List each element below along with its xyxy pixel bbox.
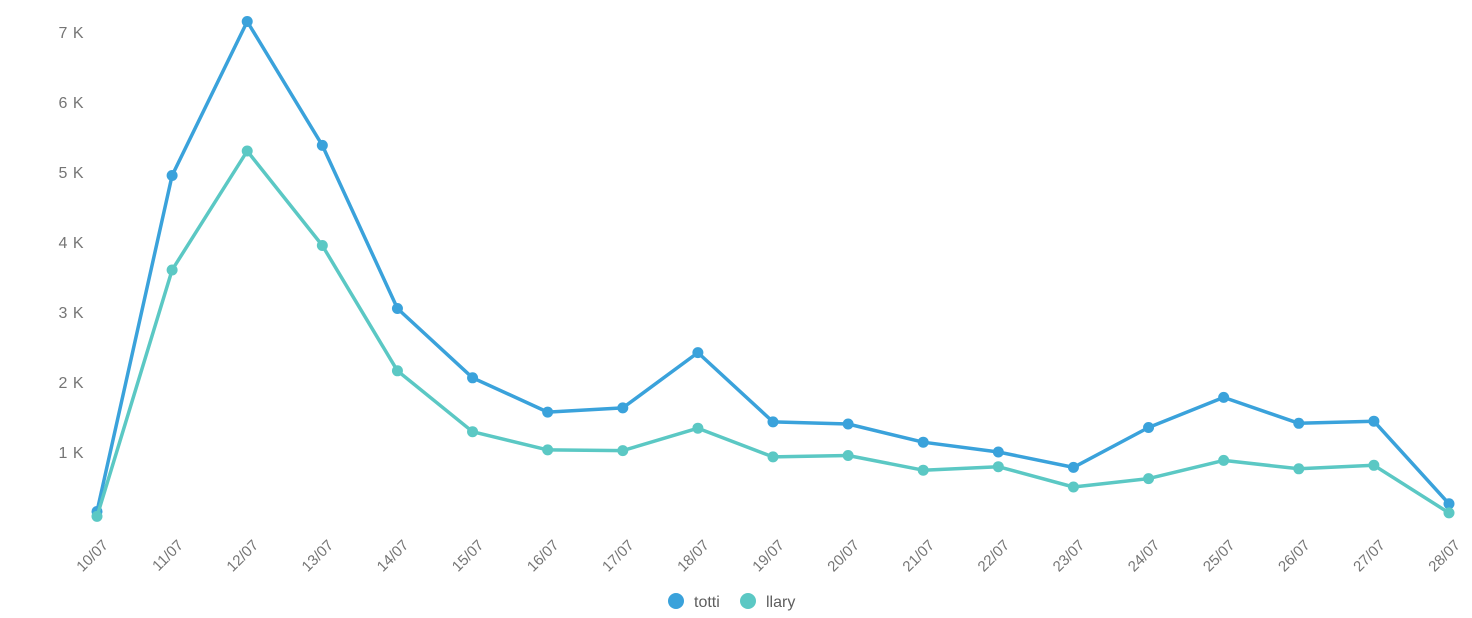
x-tick-label: 24/07 — [1125, 537, 1164, 576]
data-point-llary[interactable] — [1368, 459, 1380, 471]
data-point-llary[interactable] — [617, 445, 629, 457]
y-tick-label: 3 K — [58, 305, 84, 322]
data-point-llary[interactable] — [391, 365, 403, 377]
x-tick-label: 17/07 — [599, 537, 638, 576]
y-tick-label: 7 K — [58, 25, 84, 42]
data-point-totti[interactable] — [917, 436, 929, 448]
data-point-llary[interactable] — [692, 422, 704, 434]
x-tick-label: 16/07 — [524, 537, 563, 576]
data-point-totti[interactable] — [316, 139, 328, 151]
data-point-totti[interactable] — [241, 16, 253, 27]
data-point-llary[interactable] — [166, 264, 178, 276]
y-tick-label: 2 K — [58, 375, 84, 392]
x-axis-labels: 10/07 11/07 12/07 13/07 14/07 15/07 16/07 17/07… — [73, 537, 1464, 576]
y-tick-label: 1 K — [58, 445, 84, 462]
y-tick-label: 5 K — [58, 165, 84, 182]
x-tick-label: 19/07 — [749, 537, 788, 576]
data-point-totti[interactable] — [692, 347, 704, 359]
data-point-llary[interactable] — [992, 461, 1004, 473]
data-point-llary[interactable] — [767, 451, 779, 463]
x-tick-label: 15/07 — [449, 537, 488, 576]
x-tick-label: 12/07 — [223, 537, 262, 576]
data-point-llary[interactable] — [1218, 454, 1230, 466]
x-tick-label: 20/07 — [824, 537, 863, 576]
x-tick-label: 28/07 — [1425, 537, 1464, 576]
data-point-totti[interactable] — [1218, 391, 1230, 403]
series-line-totti — [95, 19, 1451, 514]
legend-label-totti: totti — [694, 594, 720, 611]
x-tick-label: 23/07 — [1050, 537, 1089, 576]
legend-marker-llary — [740, 593, 756, 609]
data-point-totti[interactable] — [1067, 461, 1079, 473]
data-point-llary[interactable] — [842, 450, 854, 461]
data-point-totti[interactable] — [1143, 422, 1155, 433]
data-point-totti[interactable] — [767, 416, 779, 428]
legend-item-totti[interactable]: totti — [668, 593, 720, 611]
data-point-totti[interactable] — [1293, 417, 1305, 429]
data-point-llary[interactable] — [1293, 463, 1305, 475]
x-tick-label: 13/07 — [299, 537, 338, 576]
chart-series — [91, 16, 1455, 522]
y-axis-labels: 1 K 2 K 3 K 4 K 5 K 6 K 7 K — [58, 25, 84, 462]
data-point-llary[interactable] — [467, 426, 479, 438]
data-point-llary[interactable] — [542, 444, 554, 456]
data-point-totti[interactable] — [992, 446, 1004, 458]
data-point-totti[interactable] — [166, 170, 178, 181]
data-point-totti[interactable] — [391, 303, 403, 314]
data-point-totti[interactable] — [1368, 415, 1380, 427]
x-tick-label: 25/07 — [1200, 537, 1239, 576]
data-point-totti[interactable] — [617, 402, 629, 414]
data-point-totti[interactable] — [542, 406, 554, 418]
data-point-llary[interactable] — [1443, 507, 1455, 519]
x-tick-label: 11/07 — [149, 537, 187, 575]
x-tick-label: 14/07 — [374, 537, 413, 576]
legend-marker-totti — [668, 593, 684, 609]
x-tick-label: 18/07 — [674, 537, 713, 576]
data-point-totti[interactable] — [842, 418, 854, 430]
data-point-llary[interactable] — [316, 240, 328, 251]
data-point-llary[interactable] — [917, 464, 929, 476]
data-point-llary[interactable] — [1067, 481, 1079, 493]
data-point-llary[interactable] — [241, 145, 253, 157]
x-tick-label: 26/07 — [1275, 537, 1314, 576]
data-point-llary[interactable] — [1143, 473, 1155, 485]
x-tick-label: 21/07 — [899, 537, 938, 576]
x-tick-label: 27/07 — [1350, 537, 1389, 576]
legend-label-llary: llary — [766, 594, 795, 611]
data-point-totti[interactable] — [467, 372, 479, 384]
x-tick-label: 10/07 — [73, 537, 112, 576]
y-tick-label: 6 K — [58, 95, 84, 112]
data-point-llary[interactable] — [91, 510, 103, 522]
legend-item-llary[interactable]: llary — [740, 593, 795, 611]
x-tick-label: 22/07 — [975, 537, 1014, 576]
chart-legend: totti llary — [668, 593, 795, 611]
data-point-totti[interactable] — [1443, 498, 1455, 510]
y-tick-label: 4 K — [58, 235, 84, 252]
